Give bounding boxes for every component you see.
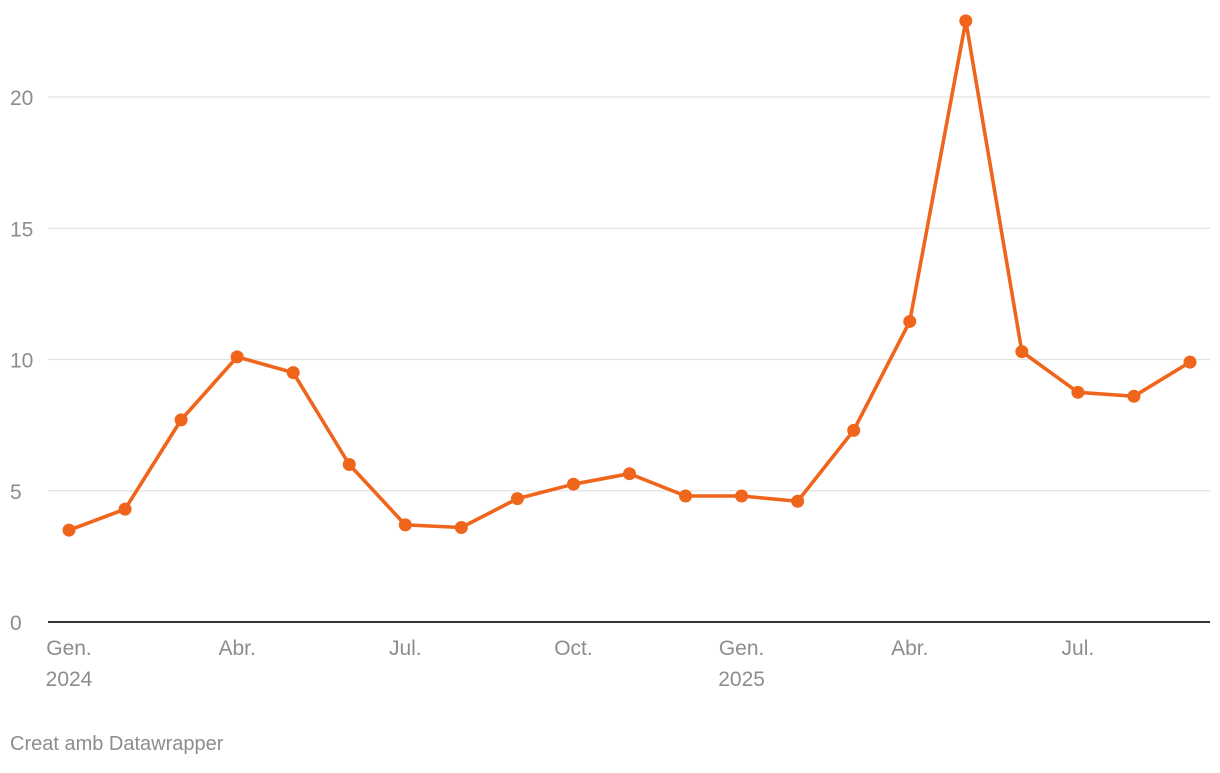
data-point — [174, 413, 188, 427]
x-tick-sublabel: 2024 — [46, 668, 93, 691]
data-point — [1183, 355, 1197, 369]
x-tick-label: Gen. — [719, 637, 765, 660]
x-tick-label: Abr. — [891, 637, 928, 660]
data-point — [1015, 345, 1029, 359]
data-points — [62, 14, 1197, 537]
y-tick-label-20: 20 — [10, 87, 33, 110]
y-axis-tick-labels: 0 5 10 15 20 — [10, 87, 33, 635]
data-point — [1127, 389, 1141, 403]
x-tick-label: Jul. — [1062, 637, 1095, 660]
data-point — [566, 477, 580, 491]
data-point — [286, 366, 300, 380]
x-tick-label: Abr. — [218, 637, 255, 660]
data-point — [454, 521, 468, 534]
data-point — [230, 350, 244, 364]
data-point — [510, 492, 524, 506]
footer-credit: Creat amb Datawrapper — [10, 733, 224, 755]
data-point — [903, 314, 917, 328]
data-point — [62, 523, 76, 537]
data-point — [791, 494, 805, 508]
data-point — [735, 489, 749, 503]
data-point — [679, 489, 693, 503]
data-point — [623, 467, 636, 481]
x-tick-label: Oct. — [554, 637, 593, 660]
x-tick-label: Jul. — [389, 637, 422, 660]
data-point — [118, 502, 132, 516]
y-tick-label-10: 10 — [10, 350, 33, 373]
x-tick-sublabel: 2025 — [718, 668, 765, 691]
data-point — [959, 14, 973, 28]
data-point — [342, 458, 356, 471]
data-point — [1071, 385, 1085, 399]
y-tick-label-15: 15 — [10, 218, 33, 241]
x-axis-tick-labels: Gen. 2024 Abr. Jul. Oct. Gen. 2025 Abr. Jul. — [46, 637, 1095, 691]
y-tick-label-0: 0 — [10, 612, 22, 635]
data-point — [847, 423, 861, 437]
x-tick-label: Gen. — [46, 637, 92, 660]
y-tick-label-5: 5 — [10, 481, 22, 504]
data-point — [398, 518, 412, 532]
